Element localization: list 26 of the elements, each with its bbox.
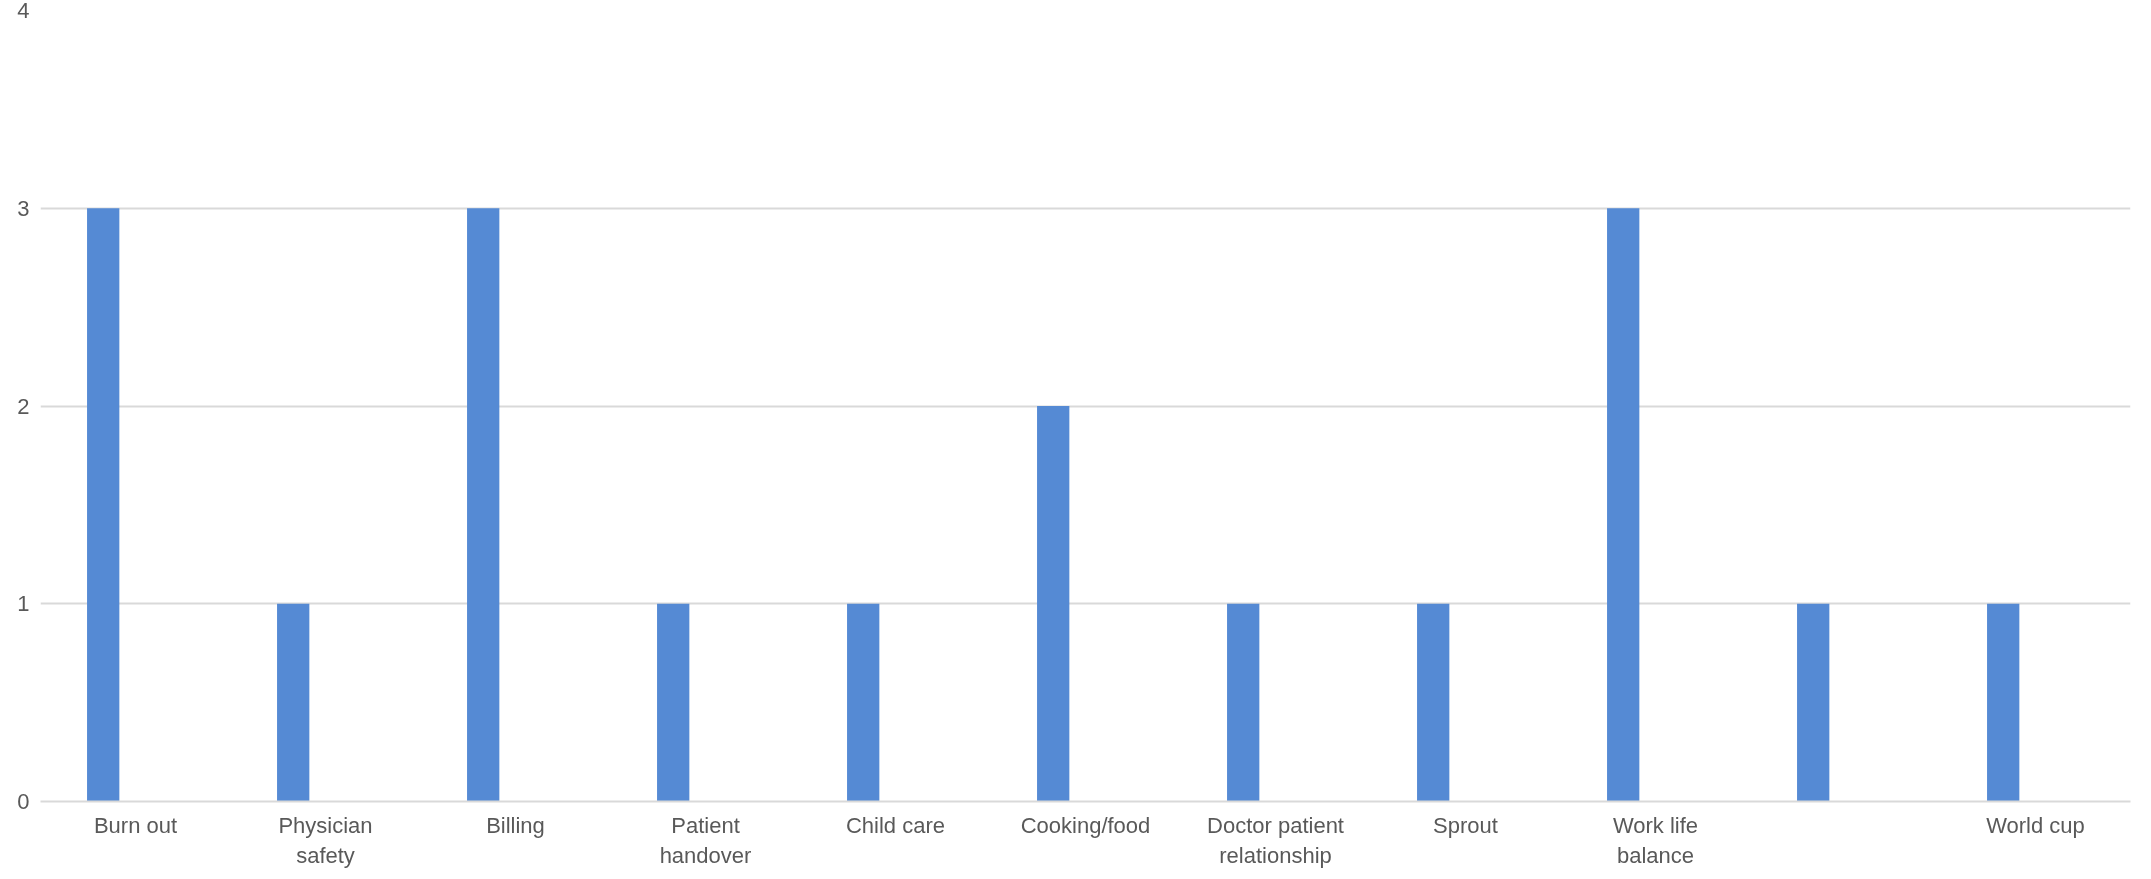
bar <box>657 603 690 802</box>
x-tick-label: Patient handover <box>659 812 752 868</box>
bar <box>1987 603 2020 802</box>
x-tick-label: Doctor patient relationship <box>1207 812 1344 868</box>
bar <box>87 208 120 802</box>
x-tick-label: Child care <box>845 812 946 838</box>
bar <box>1227 603 1260 802</box>
y-tick-label: 4 <box>17 0 30 23</box>
x-tick-label: World cup <box>1986 812 2085 838</box>
bar <box>1037 406 1070 802</box>
bar <box>467 208 500 802</box>
x-tick-label: Burn out <box>93 812 178 838</box>
bar <box>1417 603 1450 802</box>
y-tick-label: 3 <box>17 195 30 221</box>
x-tick-label: Work life balance <box>1612 812 1699 868</box>
bar <box>847 603 880 802</box>
y-tick-label: 0 <box>17 789 30 814</box>
x-tick-label: Cooking/food <box>1020 812 1151 838</box>
x-tick-label: Billing <box>486 812 545 838</box>
x-tick-label: Physician safety <box>278 812 373 868</box>
y-tick-label: 2 <box>17 393 30 419</box>
bar <box>1797 603 1830 802</box>
bar <box>277 603 310 802</box>
x-tick-label: Sprout <box>1433 812 1498 838</box>
bar <box>1607 208 1640 802</box>
y-tick-label: 1 <box>17 591 30 617</box>
